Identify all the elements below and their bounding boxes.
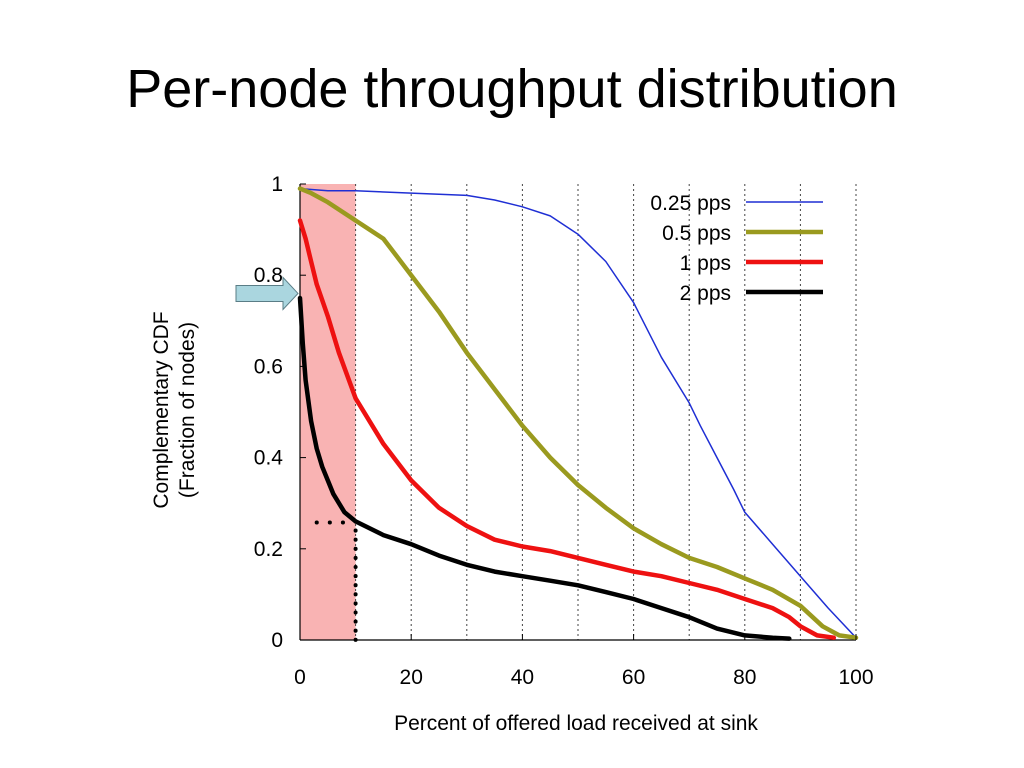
series-line: [297, 295, 792, 641]
frame-layer: [299, 184, 856, 641]
x-tick-label: 40: [511, 666, 534, 689]
x-tick-label: 80: [733, 666, 756, 689]
guide-layer: [235, 276, 358, 642]
grid-layer: [355, 184, 857, 640]
y-axis-label-line-1: Complementary CDF: [150, 311, 173, 508]
y-tick-label: 0.6: [254, 355, 283, 378]
series-line: [297, 186, 859, 640]
x-tick-label: 20: [400, 666, 423, 689]
y-tick-label: 0.8: [254, 264, 283, 287]
y-axis-label-line-2: (Fraction of nodes): [176, 322, 199, 498]
series-layer: [297, 186, 859, 641]
series-line: [297, 218, 837, 640]
legend-label: 2 pps: [680, 282, 731, 305]
y-tick-label: 0: [271, 629, 283, 652]
legend-label: 1 pps: [680, 252, 731, 275]
y-tick-label: 1: [271, 173, 283, 196]
x-tick-label: 100: [838, 666, 873, 689]
slide-title: Per-node throughput distribution: [126, 59, 898, 119]
series-line: [299, 187, 857, 639]
legend-label: 0.25 pps: [650, 192, 731, 215]
x-axis-label: Percent of offered load received at sink: [394, 712, 758, 735]
tick-layer: 0 20 40 60 80 100 0 0.2 0.4 0.6 0.8 1: [254, 173, 874, 689]
y-tick-label: 0.4: [254, 447, 284, 470]
legend-label: 0.5 pps: [662, 222, 731, 245]
x-tick-label: 0: [294, 666, 306, 689]
arrow-marker-icon: [235, 276, 299, 311]
legend-layer: 0.25 pps 0.5 pps 1 pps 2 pps: [650, 192, 823, 305]
y-tick-label: 0.2: [254, 538, 283, 561]
x-tick-label: 60: [622, 666, 645, 689]
